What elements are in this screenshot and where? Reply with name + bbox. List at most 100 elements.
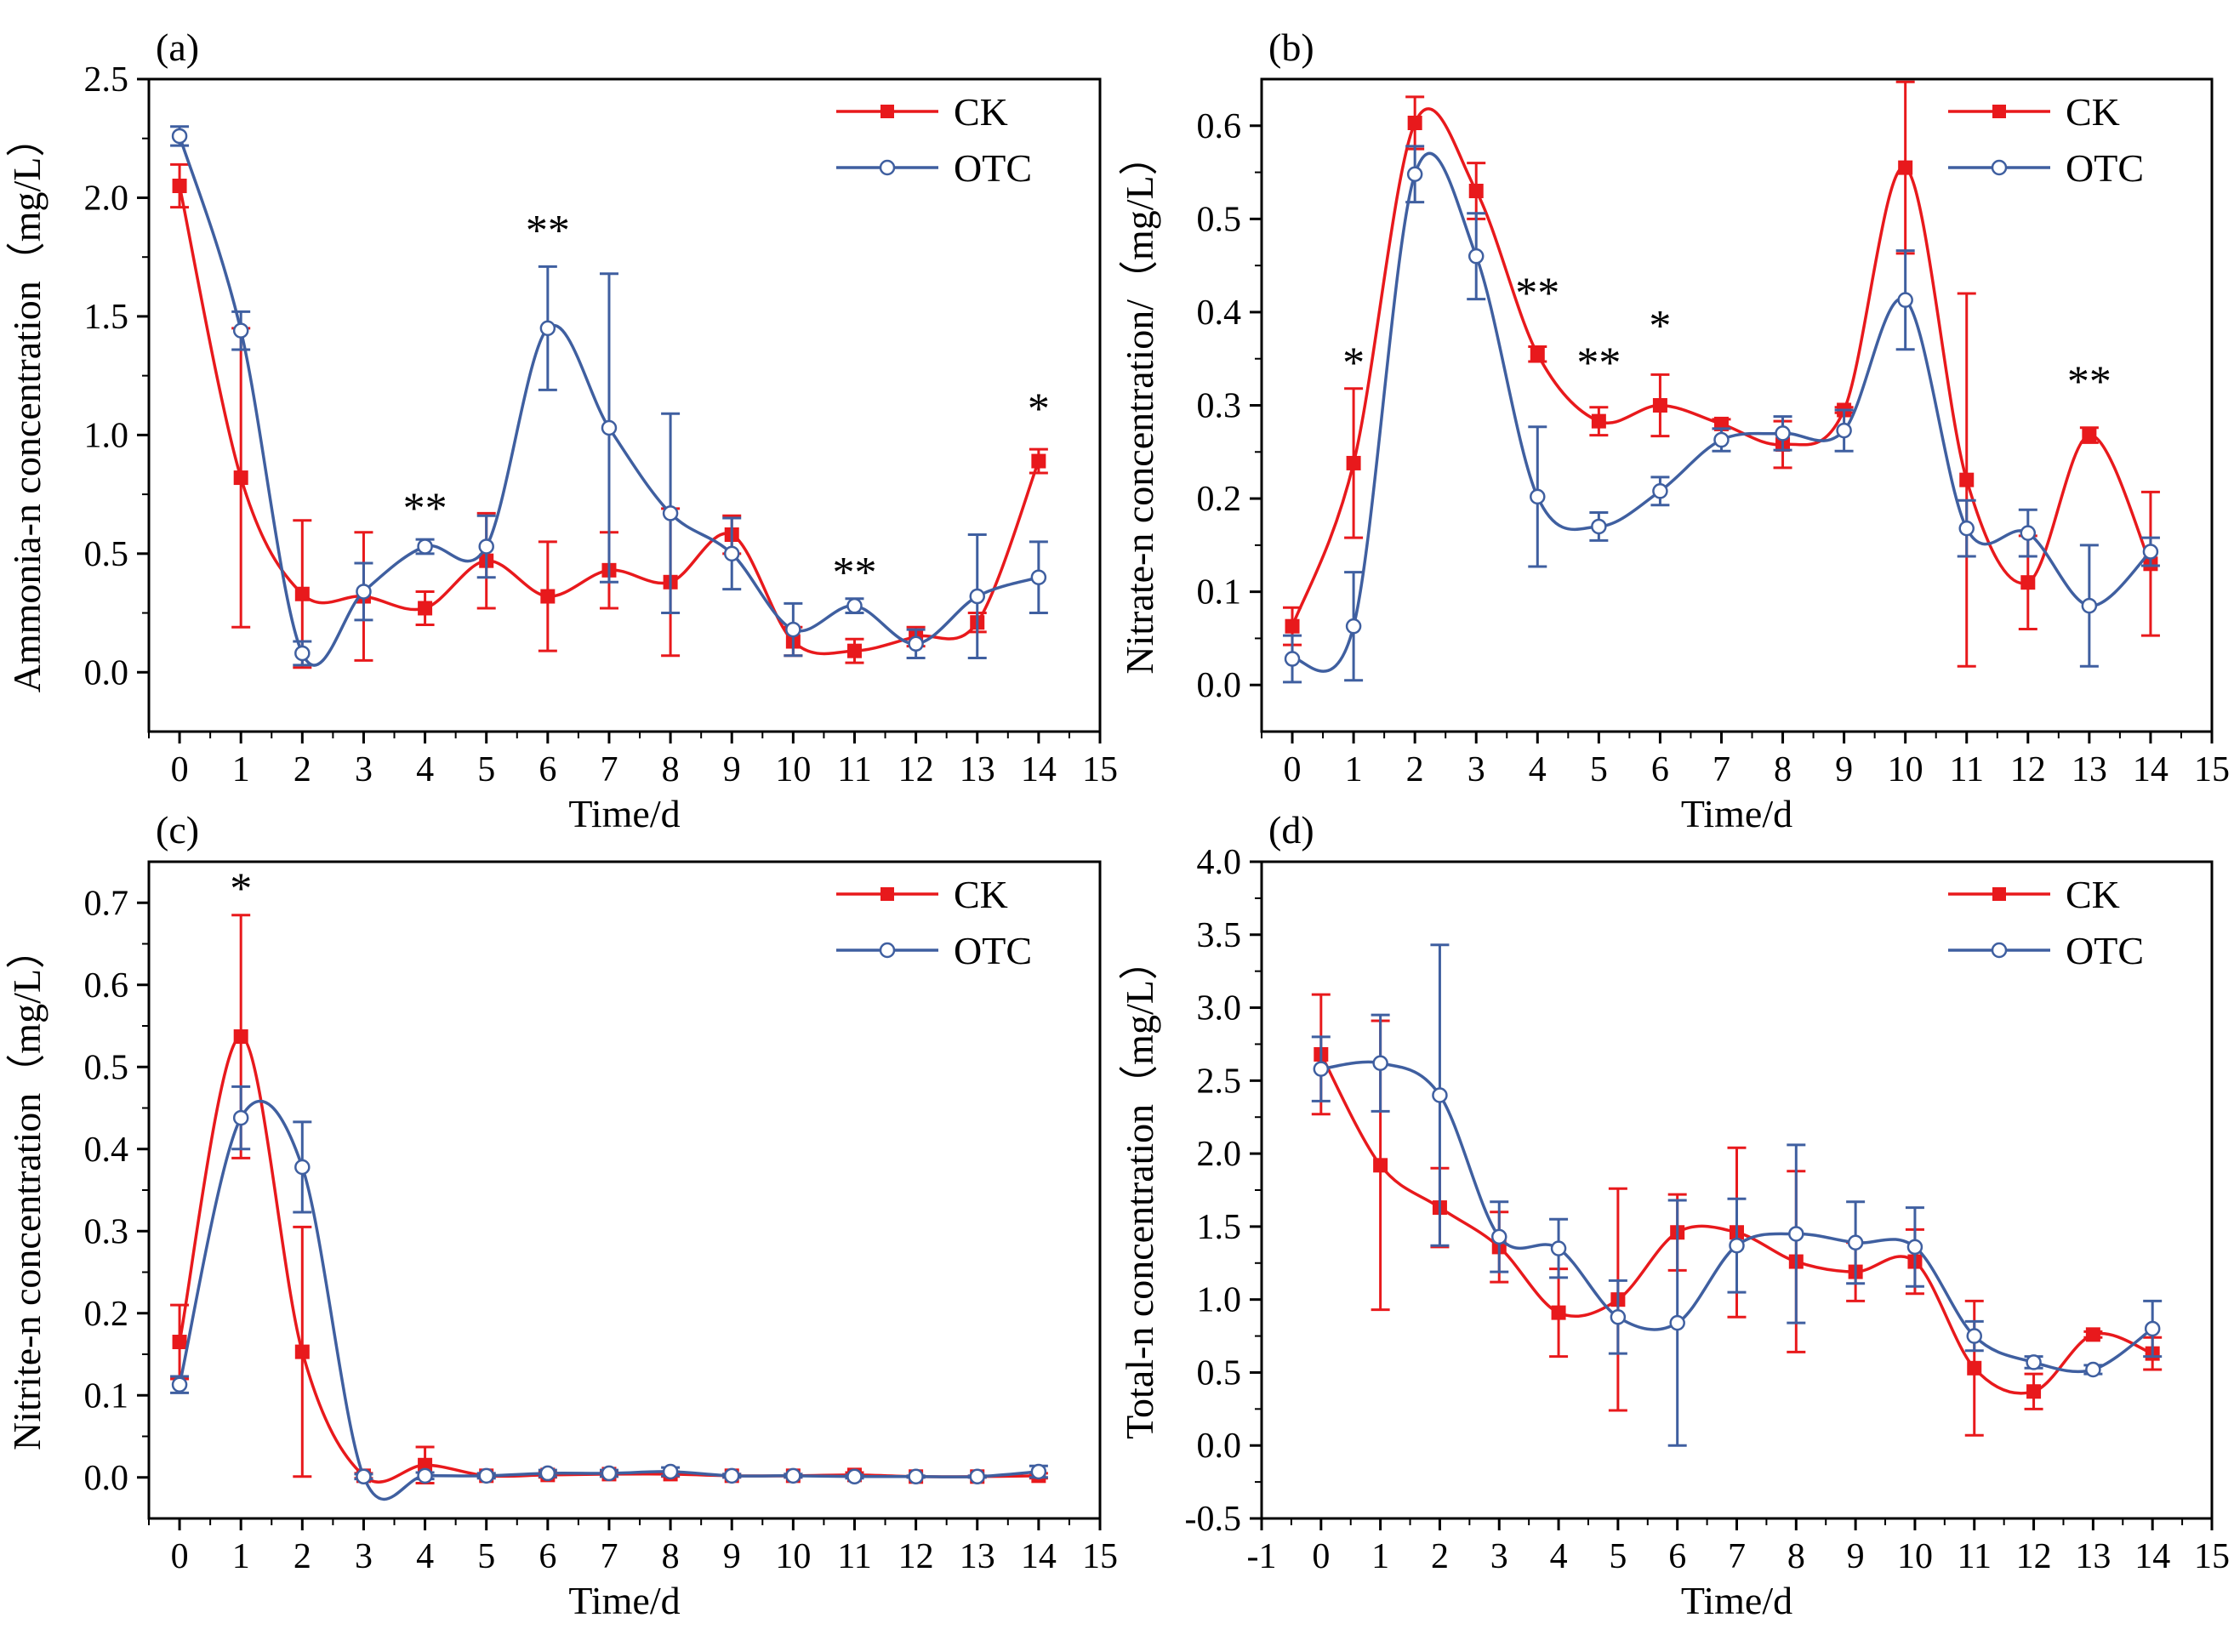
series-otc [1283, 145, 2160, 684]
panel-label: (b) [1268, 26, 1314, 69]
y-tick-label: 0.2 [1197, 480, 1242, 519]
y-tick-label: 0.4 [1197, 293, 1242, 333]
x-tick-label: 1 [232, 750, 250, 789]
y-tick-label: 0.7 [84, 884, 129, 923]
y-tick-label: 3.0 [1197, 989, 1242, 1028]
y-tick-label: 0.1 [84, 1376, 129, 1416]
data-point [1610, 1309, 1627, 1325]
data-point [1775, 425, 1791, 441]
y-tick-label: 0.5 [1197, 1353, 1242, 1393]
panel-label: (d) [1268, 808, 1314, 852]
data-point [417, 1467, 433, 1484]
x-tick-label: 1 [1371, 1537, 1389, 1576]
x-tick-label: 6 [539, 1537, 556, 1576]
data-point [294, 586, 310, 601]
legend: CK OTC [836, 90, 1032, 190]
legend-label: OTC [2066, 929, 2144, 972]
x-tick-label: 4 [1550, 1537, 1568, 1576]
x-tick-label: 9 [723, 1537, 741, 1576]
chart-panel-a: 0 1 2 3 4 5 6 7 8 9 10 11 12 13 14 150.00.51.01.52.02.5… [5, 26, 1118, 835]
y-tick-label: 0.1 [1197, 573, 1242, 612]
data-point [2085, 1361, 2101, 1378]
y-tick-label: 3.5 [1197, 916, 1242, 955]
data-point [540, 589, 556, 604]
x-tick-label: 13 [2075, 1537, 2111, 1576]
x-tick-label: 3 [355, 750, 373, 789]
data-point [662, 505, 679, 521]
x-tick-label: 8 [1787, 1537, 1805, 1576]
y-axis-title: Nitrite-n concentration（mg/L） [5, 930, 48, 1450]
data-point [1432, 1087, 1448, 1103]
significance-label: ** [2067, 358, 2111, 407]
data-point [601, 1465, 618, 1482]
x-tick-label: 9 [723, 750, 741, 789]
chart-panel-d: -1 0 1 2 3 4 5 6 7 8 9 10 11 12 13 14 15-0.50.00.51.01.5… [1118, 808, 2230, 1622]
legend-marker [880, 887, 894, 901]
data-point [2026, 1354, 2042, 1370]
x-tick-label: 7 [600, 1537, 618, 1576]
data-point [232, 1109, 249, 1126]
data-point [1729, 1237, 1745, 1254]
x-tick-label: 2 [293, 1537, 311, 1576]
x-tick-label: 8 [662, 750, 680, 789]
x-tick-label: 9 [1835, 750, 1853, 789]
data-point [233, 1029, 248, 1045]
data-point [2144, 1320, 2161, 1337]
legend-marker [880, 105, 894, 118]
data-point [356, 1468, 372, 1485]
x-tick-label: 5 [1609, 1537, 1627, 1576]
data-point [1530, 346, 1545, 362]
data-point [601, 419, 618, 436]
x-tick-label: 7 [1713, 750, 1730, 789]
chart-panel-c: 0 1 2 3 4 5 6 7 8 9 10 11 12 13 14 150.00.10.20.30.40.5… [5, 808, 1118, 1622]
x-tick-label: 5 [477, 750, 495, 789]
y-tick-label: 0.2 [84, 1295, 129, 1334]
y-tick-label: 0.5 [84, 535, 129, 574]
legend-label: CK [954, 90, 1008, 134]
data-point [1669, 1314, 1685, 1331]
x-tick-label: 11 [837, 750, 871, 789]
x-tick-label: 8 [662, 1537, 680, 1576]
x-tick-label: 7 [1728, 1537, 1746, 1576]
data-point [171, 1376, 188, 1393]
x-tick-label: 1 [232, 1537, 250, 1576]
data-point [846, 643, 862, 658]
data-point [1591, 518, 1607, 535]
data-point [2085, 1327, 2100, 1342]
significance-label: * [1649, 302, 1671, 350]
x-tick-label: 2 [293, 750, 311, 789]
x-tick-label: 14 [2133, 750, 2168, 789]
data-point [1372, 1055, 1388, 1071]
y-tick-label: 0.0 [84, 653, 129, 692]
x-tick-label: 6 [1668, 1537, 1686, 1576]
x-tick-label: 10 [775, 750, 811, 789]
data-point [1345, 618, 1362, 635]
data-point [1906, 1239, 1923, 1256]
data-point [233, 470, 248, 486]
data-point [1898, 160, 1913, 175]
x-tick-label: 10 [1888, 750, 1923, 789]
significance-label: ** [1515, 269, 1559, 317]
data-point [1284, 651, 1301, 667]
x-tick-label: 11 [1950, 750, 1984, 789]
x-tick-label: 2 [1406, 750, 1424, 789]
data-point [908, 635, 924, 652]
x-axis-title: Time/d [1681, 1579, 1792, 1622]
data-point [1530, 488, 1546, 505]
data-point [1966, 1328, 1982, 1344]
y-tick-label: 1.5 [84, 298, 129, 337]
data-point [1591, 413, 1606, 429]
data-point [1313, 1061, 1330, 1077]
data-point [1373, 1158, 1388, 1173]
data-point [1847, 1234, 1864, 1251]
data-point [2026, 1384, 2042, 1399]
x-tick-label: 12 [898, 750, 934, 789]
y-tick-label: 0.5 [1197, 200, 1242, 239]
x-tick-label: 0 [1284, 750, 1302, 789]
significance-label: ** [832, 549, 876, 597]
data-point [478, 538, 494, 555]
x-tick-label: 0 [1312, 1537, 1330, 1576]
y-tick-label: 0.4 [84, 1131, 129, 1170]
x-tick-label: 3 [1467, 750, 1485, 789]
